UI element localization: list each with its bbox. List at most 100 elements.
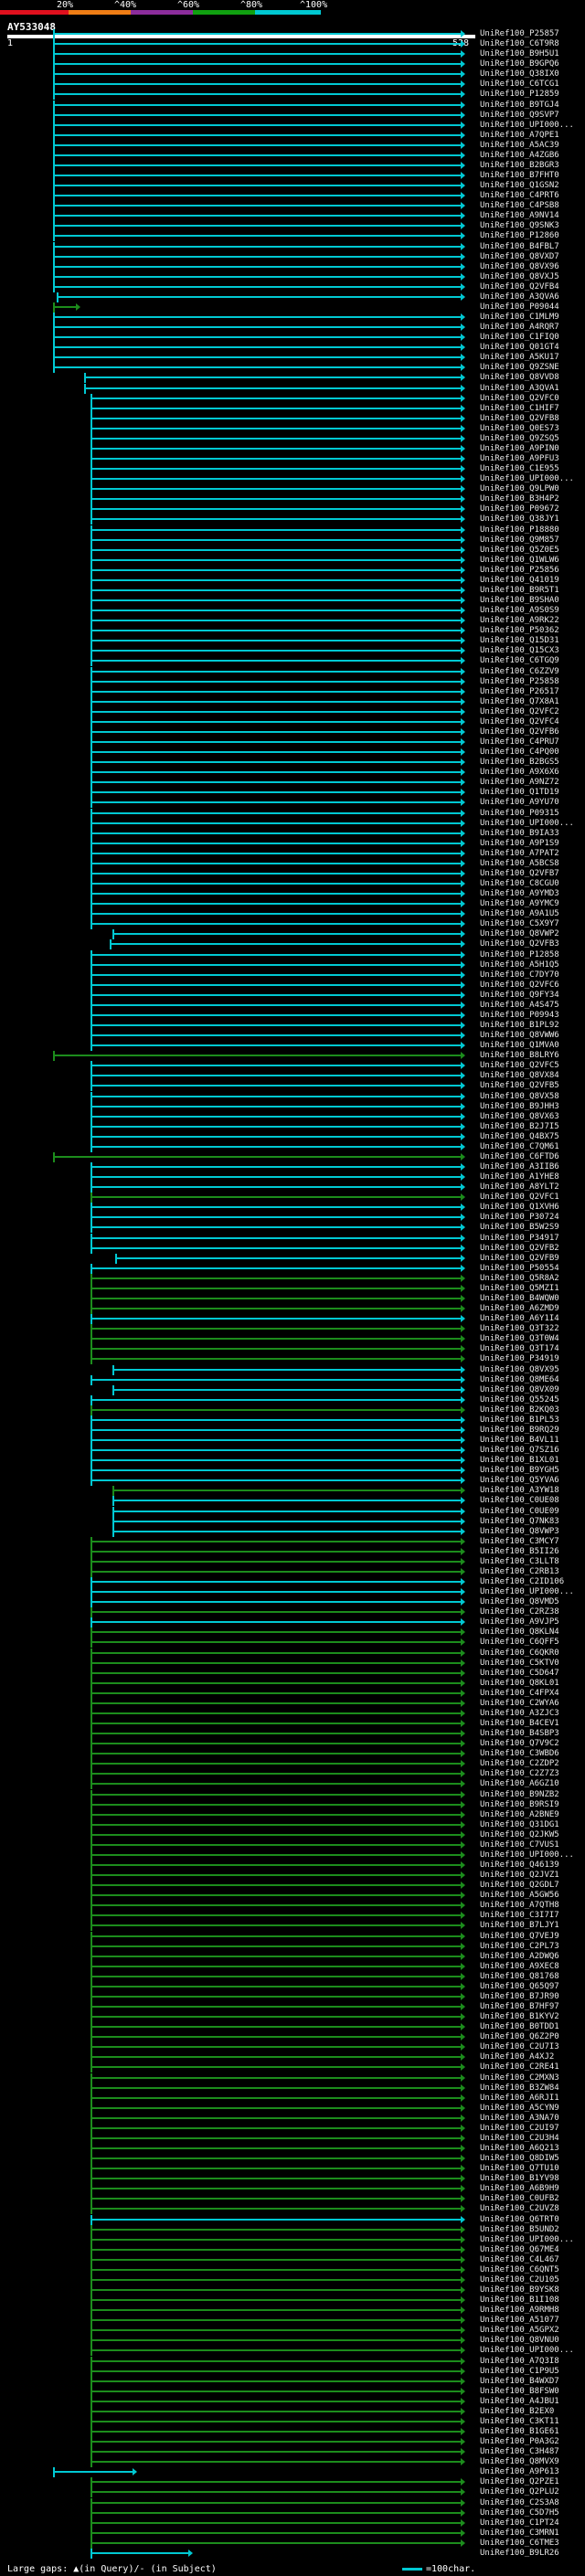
- hit-label[interactable]: UniRef100_Q8VWW6: [480, 1031, 559, 1041]
- hit-row[interactable]: UniRef100_C0UE09: [0, 1506, 585, 1517]
- hit-label[interactable]: UniRef100_Q5R8A2: [480, 1273, 559, 1283]
- hit-row[interactable]: UniRef100_A9X6X6: [0, 768, 585, 779]
- hit-label[interactable]: UniRef100_Q2VFB9: [480, 1253, 559, 1263]
- hit-label[interactable]: UniRef100_C2WYA6: [480, 1698, 559, 1708]
- hit-row[interactable]: UniRef100_B9TGJ4: [0, 100, 585, 111]
- hit-label[interactable]: UniRef100_Q2VFC1: [480, 1193, 559, 1203]
- hit-row[interactable]: UniRef100_Q2VFB2: [0, 1243, 585, 1254]
- hit-row[interactable]: UniRef100_Q38JY1: [0, 514, 585, 525]
- hit-row[interactable]: UniRef100_B9LR26: [0, 2548, 585, 2559]
- hit-label[interactable]: UniRef100_A9S0S9: [480, 606, 559, 616]
- hit-row[interactable]: UniRef100_Q2VFB8: [0, 413, 585, 424]
- hit-row[interactable]: UniRef100_B4WXD7: [0, 2376, 585, 2387]
- hit-label[interactable]: UniRef100_A6B9H9: [480, 2184, 559, 2194]
- hit-label[interactable]: UniRef100_Q9ZSQ5: [480, 433, 559, 443]
- hit-row[interactable]: UniRef100_A6Y1I4: [0, 1314, 585, 1325]
- hit-label[interactable]: UniRef100_A5GW56: [480, 1891, 559, 1901]
- hit-row[interactable]: UniRef100_A8YLT2: [0, 1182, 585, 1193]
- hit-row[interactable]: UniRef100_Q41019: [0, 575, 585, 586]
- hit-label[interactable]: UniRef100_A5AC39: [480, 140, 559, 150]
- hit-row[interactable]: UniRef100_Q9SNK3: [0, 221, 585, 232]
- hit-row[interactable]: UniRef100_Q8VVD8: [0, 373, 585, 384]
- hit-row[interactable]: UniRef100_C5D647: [0, 1668, 585, 1679]
- hit-row[interactable]: UniRef100_Q8VX84: [0, 1071, 585, 1082]
- hit-row[interactable]: UniRef100_Q9ZSNE: [0, 363, 585, 374]
- hit-label[interactable]: UniRef100_A4S475: [480, 1000, 559, 1010]
- hit-label[interactable]: UniRef100_C1PT24: [480, 2518, 559, 2528]
- hit-label[interactable]: UniRef100_A7PAT2: [480, 848, 559, 858]
- hit-row[interactable]: UniRef100_Q2VFC2: [0, 706, 585, 717]
- hit-row[interactable]: UniRef100_A3ZJC3: [0, 1708, 585, 1719]
- hit-row[interactable]: UniRef100_Q9LPW0: [0, 484, 585, 495]
- hit-row[interactable]: UniRef100_Q1TD19: [0, 788, 585, 799]
- hit-row[interactable]: UniRef100_A4XJ2: [0, 2052, 585, 2063]
- hit-row[interactable]: UniRef100_C1MLM9: [0, 313, 585, 323]
- hit-row[interactable]: UniRef100_Q9M857: [0, 535, 585, 546]
- hit-row[interactable]: UniRef100_A9P613: [0, 2467, 585, 2478]
- hit-label[interactable]: UniRef100_A6ZMD9: [480, 1304, 559, 1314]
- hit-row[interactable]: UniRef100_C4PRT6: [0, 191, 585, 202]
- hit-row[interactable]: UniRef100_Q2PLU2: [0, 2487, 585, 2498]
- hit-label[interactable]: UniRef100_A6RJI1: [480, 2093, 559, 2103]
- hit-row[interactable]: UniRef100_C2U105: [0, 2274, 585, 2285]
- hit-row[interactable]: UniRef100_C2RZ38: [0, 1607, 585, 1618]
- hit-label[interactable]: UniRef100_B9LR26: [480, 2548, 559, 2558]
- hit-label[interactable]: UniRef100_P12860: [480, 231, 559, 241]
- hit-row[interactable]: UniRef100_C4L467: [0, 2254, 585, 2265]
- hit-label[interactable]: UniRef100_C2MXN3: [480, 2072, 559, 2083]
- hit-row[interactable]: UniRef100_C6T9R8: [0, 39, 585, 50]
- hit-label[interactable]: UniRef100_P12858: [480, 949, 559, 959]
- hit-label[interactable]: UniRef100_Q8VX95: [480, 1364, 559, 1374]
- hit-label[interactable]: UniRef100_UPI000...: [480, 2346, 574, 2356]
- hit-row[interactable]: UniRef100_B7FHT0: [0, 171, 585, 181]
- hit-label[interactable]: UniRef100_Q2VFC0: [480, 393, 559, 403]
- hit-row[interactable]: UniRef100_A9PIN0: [0, 443, 585, 454]
- hit-label[interactable]: UniRef100_A6Y1I4: [480, 1314, 559, 1324]
- hit-label[interactable]: UniRef100_C4PQ00: [480, 747, 559, 758]
- hit-label[interactable]: UniRef100_Q01GT4: [480, 343, 559, 353]
- hit-row[interactable]: UniRef100_C2ZDP2: [0, 1759, 585, 1770]
- hit-row[interactable]: UniRef100_B2J7I5: [0, 1121, 585, 1132]
- hit-label[interactable]: UniRef100_P30724: [480, 1213, 559, 1223]
- hit-row[interactable]: UniRef100_P25857: [0, 29, 585, 39]
- hit-row[interactable]: UniRef100_C2UI97: [0, 2123, 585, 2134]
- hit-label[interactable]: UniRef100_A9NV14: [480, 211, 559, 221]
- hit-label[interactable]: UniRef100_P09044: [480, 302, 559, 312]
- hit-label[interactable]: UniRef100_C6QFF5: [480, 1638, 559, 1648]
- hit-row[interactable]: UniRef100_Q2VFB3: [0, 939, 585, 950]
- hit-label[interactable]: UniRef100_B0TDD1: [480, 2022, 559, 2032]
- hit-row[interactable]: UniRef100_Q8VXD7: [0, 251, 585, 262]
- hit-label[interactable]: UniRef100_B1XL01: [480, 1456, 559, 1466]
- hit-label[interactable]: UniRef100_C7DY70: [480, 970, 559, 980]
- hit-label[interactable]: UniRef100_B9TGJ4: [480, 100, 559, 110]
- hit-row[interactable]: UniRef100_C2PL73: [0, 1941, 585, 1952]
- hit-label[interactable]: UniRef100_C1FIQ0: [480, 333, 559, 343]
- hit-label[interactable]: UniRef100_B4SBP3: [480, 1729, 559, 1739]
- hit-row[interactable]: UniRef100_B5II26: [0, 1546, 585, 1557]
- hit-label[interactable]: UniRef100_Q15D31: [480, 636, 559, 646]
- hit-row[interactable]: UniRef100_A9P1S9: [0, 838, 585, 849]
- hit-row[interactable]: UniRef100_C6TGQ9: [0, 656, 585, 667]
- hit-label[interactable]: UniRef100_B2KQ03: [480, 1405, 559, 1415]
- hit-label[interactable]: UniRef100_UPI000...: [480, 1587, 574, 1597]
- hit-row[interactable]: UniRef100_B9NZB2: [0, 1789, 585, 1800]
- hit-label[interactable]: UniRef100_Q7SZ16: [480, 1446, 559, 1456]
- hit-label[interactable]: UniRef100_P26517: [480, 686, 559, 696]
- hit-row[interactable]: UniRef100_Q6TRT0: [0, 2214, 585, 2225]
- hit-row[interactable]: UniRef100_B2BGR3: [0, 160, 585, 171]
- hit-row[interactable]: UniRef100_A5AC39: [0, 140, 585, 151]
- hit-row[interactable]: UniRef100_Q55245: [0, 1394, 585, 1405]
- hit-row[interactable]: UniRef100_A9PFU3: [0, 454, 585, 465]
- hit-label[interactable]: UniRef100_UPI000...: [480, 1850, 574, 1860]
- hit-label[interactable]: UniRef100_B9NZB2: [480, 1789, 559, 1799]
- hit-label[interactable]: UniRef100_B9GPQ6: [480, 59, 559, 69]
- hit-label[interactable]: UniRef100_B4CEV1: [480, 1719, 559, 1729]
- hit-label[interactable]: UniRef100_Q8VMD5: [480, 1597, 559, 1607]
- hit-row[interactable]: UniRef100_Q2GDL7: [0, 1881, 585, 1892]
- hit-row[interactable]: UniRef100_A2DWQ6: [0, 1951, 585, 1962]
- hit-label[interactable]: UniRef100_B4VL11: [480, 1436, 559, 1445]
- hit-label[interactable]: UniRef100_C2ID106: [480, 1577, 565, 1587]
- hit-row[interactable]: UniRef100_A51077: [0, 2316, 585, 2327]
- hit-row[interactable]: UniRef100_B3H4P2: [0, 494, 585, 505]
- hit-label[interactable]: UniRef100_A5BCS8: [480, 858, 559, 868]
